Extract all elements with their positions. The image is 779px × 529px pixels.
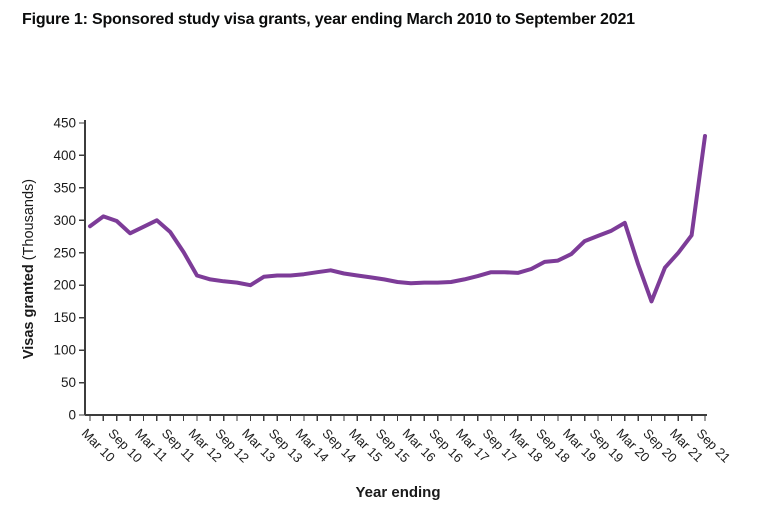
y-tick-label: 100 [53,343,76,358]
y-tick-label: 350 [53,180,76,195]
y-tick-label: 0 [68,408,76,423]
y-tick-label: 250 [53,245,76,260]
figure-title: Figure 1: Sponsored study visa grants, y… [22,11,635,28]
y-axis-title-units: (Thousands) [21,179,37,264]
y-tick-label: 150 [53,310,76,325]
y-tick-label: 450 [53,116,76,131]
y-tick-label: 400 [53,148,76,163]
y-axis-title-bold: Visas granted [21,264,37,359]
y-axis-title: Visas granted (Thousands) [21,179,37,359]
series-line-sponsored-study-visas [88,134,707,304]
y-tick-label: 50 [61,375,76,390]
y-tick-label: 300 [53,213,76,228]
x-axis-title: Year ending [355,484,440,501]
y-tick-label: 200 [53,278,76,293]
